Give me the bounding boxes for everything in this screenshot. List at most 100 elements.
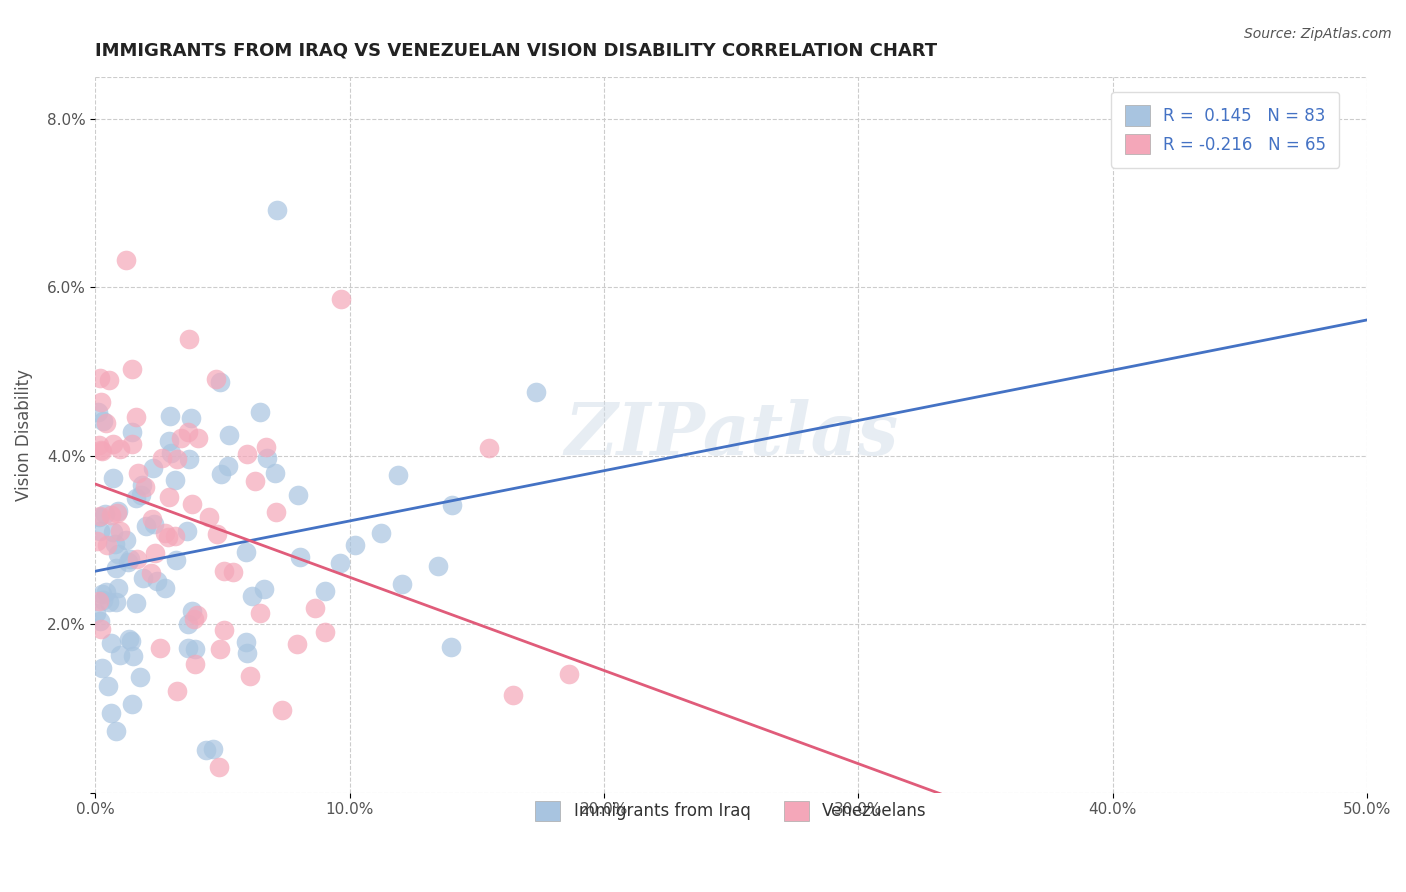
Point bbox=[177, 640, 200, 655]
Point bbox=[89, 594, 111, 608]
Point bbox=[105, 506, 128, 520]
Point bbox=[107, 547, 129, 561]
Point bbox=[329, 557, 352, 571]
Point bbox=[94, 508, 117, 522]
Point bbox=[117, 555, 139, 569]
Y-axis label: Vision Disability: Vision Disability bbox=[15, 368, 32, 500]
Point bbox=[132, 571, 155, 585]
Point bbox=[143, 545, 166, 559]
Point bbox=[107, 581, 129, 595]
Point bbox=[90, 443, 112, 458]
Point bbox=[159, 409, 181, 424]
Point bbox=[239, 669, 262, 683]
Point bbox=[427, 558, 450, 573]
Point bbox=[89, 614, 111, 628]
Point bbox=[478, 441, 501, 455]
Point bbox=[176, 524, 198, 538]
Point bbox=[96, 538, 118, 552]
Point bbox=[122, 649, 145, 664]
Point bbox=[97, 679, 120, 693]
Legend: Immigrants from Iraq, Venezuelans: Immigrants from Iraq, Venezuelans bbox=[522, 788, 941, 834]
Point bbox=[179, 332, 201, 346]
Point bbox=[141, 512, 163, 526]
Point bbox=[124, 410, 146, 425]
Point bbox=[208, 760, 231, 774]
Point bbox=[165, 552, 187, 566]
Point bbox=[89, 509, 111, 524]
Point bbox=[249, 606, 271, 620]
Point bbox=[127, 466, 149, 480]
Point bbox=[177, 425, 200, 439]
Point bbox=[91, 587, 114, 601]
Point bbox=[121, 698, 143, 712]
Point bbox=[209, 467, 232, 482]
Point bbox=[135, 518, 157, 533]
Point bbox=[93, 414, 115, 428]
Point bbox=[84, 606, 107, 620]
Point bbox=[194, 742, 217, 756]
Point bbox=[121, 425, 143, 439]
Point bbox=[184, 657, 207, 672]
Point bbox=[235, 635, 257, 649]
Point bbox=[90, 395, 112, 409]
Text: IMMIGRANTS FROM IRAQ VS VENEZUELAN VISION DISABILITY CORRELATION CHART: IMMIGRANTS FROM IRAQ VS VENEZUELAN VISIO… bbox=[96, 42, 938, 60]
Point bbox=[212, 624, 235, 638]
Point bbox=[236, 447, 259, 461]
Point bbox=[86, 405, 108, 419]
Point bbox=[146, 574, 169, 588]
Point bbox=[107, 504, 129, 518]
Point bbox=[264, 467, 287, 481]
Point bbox=[217, 458, 239, 473]
Point bbox=[240, 589, 263, 603]
Point bbox=[218, 428, 240, 442]
Point bbox=[125, 491, 148, 505]
Point bbox=[105, 561, 128, 575]
Point bbox=[101, 525, 124, 540]
Point bbox=[180, 604, 202, 618]
Point bbox=[100, 508, 122, 522]
Point bbox=[186, 608, 208, 623]
Point bbox=[90, 622, 112, 636]
Point bbox=[129, 488, 152, 502]
Point bbox=[198, 510, 221, 524]
Point bbox=[166, 683, 188, 698]
Text: Source: ZipAtlas.com: Source: ZipAtlas.com bbox=[1244, 27, 1392, 41]
Point bbox=[94, 417, 117, 431]
Point bbox=[105, 724, 128, 739]
Point bbox=[502, 689, 524, 703]
Point bbox=[343, 538, 366, 552]
Point bbox=[304, 601, 326, 615]
Point bbox=[160, 446, 183, 460]
Point bbox=[254, 440, 277, 454]
Point bbox=[97, 595, 120, 609]
Point bbox=[121, 437, 143, 451]
Point bbox=[209, 376, 232, 390]
Point bbox=[157, 434, 180, 449]
Point bbox=[214, 564, 236, 578]
Point bbox=[330, 292, 353, 306]
Point bbox=[100, 706, 122, 721]
Point bbox=[157, 490, 180, 504]
Point bbox=[440, 498, 463, 512]
Point bbox=[127, 551, 149, 566]
Point bbox=[91, 592, 114, 607]
Point bbox=[108, 648, 131, 662]
Text: ZIPatlas: ZIPatlas bbox=[564, 399, 898, 470]
Point bbox=[184, 642, 207, 657]
Point bbox=[120, 633, 142, 648]
Point bbox=[129, 669, 152, 683]
Point bbox=[222, 565, 245, 579]
Point bbox=[558, 667, 581, 681]
Point bbox=[314, 584, 336, 599]
Point bbox=[90, 661, 112, 675]
Point bbox=[177, 451, 200, 466]
Point bbox=[124, 596, 146, 610]
Point bbox=[387, 467, 409, 482]
Point bbox=[91, 444, 114, 458]
Point bbox=[187, 431, 209, 445]
Point bbox=[89, 371, 111, 385]
Point bbox=[165, 473, 187, 487]
Point bbox=[153, 525, 176, 540]
Point bbox=[266, 202, 288, 217]
Point bbox=[235, 545, 257, 559]
